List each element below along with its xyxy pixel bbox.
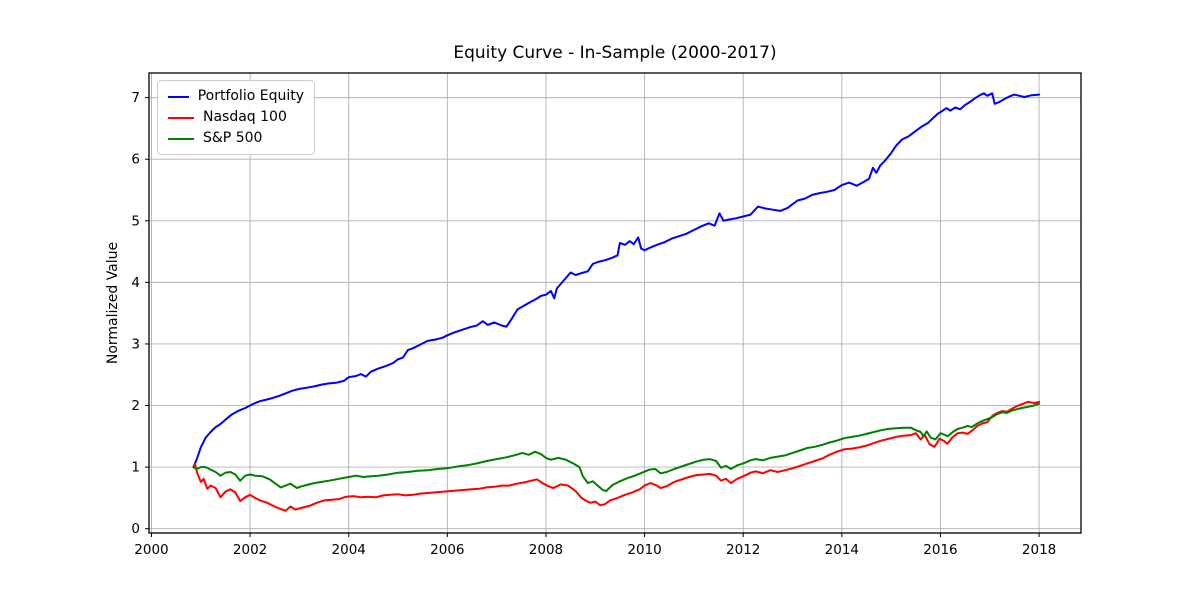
legend: Portfolio Equity Nasdaq 100 S&P 500 [157, 80, 315, 155]
y-tick-label: 2 [131, 398, 140, 414]
legend-label: Nasdaq 100 [203, 109, 287, 125]
y-axis-label: Normalized Value [105, 241, 121, 365]
y-tick-label: 6 [131, 152, 140, 168]
x-tick-label: 2006 [430, 542, 464, 558]
x-tick-label: 2014 [825, 542, 859, 558]
x-tick-label: 2016 [923, 542, 957, 558]
legend-item-nasdaq-100: Nasdaq 100 [168, 110, 304, 125]
y-tick-label: 7 [131, 90, 140, 106]
legend-line-swatch-green [168, 137, 194, 140]
y-tick-label: 3 [131, 336, 140, 352]
x-tick-label: 2012 [726, 542, 760, 558]
x-tick-label: 2018 [1022, 542, 1056, 558]
series-line-s-p-500 [192, 402, 1041, 493]
x-tick-label: 2010 [627, 542, 661, 558]
y-tick-label: 5 [131, 213, 140, 229]
chart-title: Equity Curve - In-Sample (2000-2017) [453, 43, 777, 63]
x-tick-label: 2000 [134, 542, 168, 558]
legend-line-swatch-red [168, 116, 194, 119]
y-tick-label: 0 [131, 521, 140, 537]
legend-label: S&P 500 [203, 130, 263, 146]
axes-frame [148, 72, 1082, 534]
legend-label: Portfolio Equity [197, 88, 304, 104]
legend-item-sp-500: S&P 500 [168, 131, 304, 146]
y-tick-label: 1 [131, 460, 140, 476]
series-line-portfolio-equity [192, 92, 1041, 469]
y-tick-label: 4 [131, 275, 140, 291]
x-tick-label: 2008 [529, 542, 563, 558]
x-tick-label: 2002 [233, 542, 267, 558]
legend-item-portfolio-equity: Portfolio Equity [168, 89, 304, 104]
legend-line-swatch-blue [168, 95, 189, 98]
x-tick-label: 2004 [332, 542, 366, 558]
